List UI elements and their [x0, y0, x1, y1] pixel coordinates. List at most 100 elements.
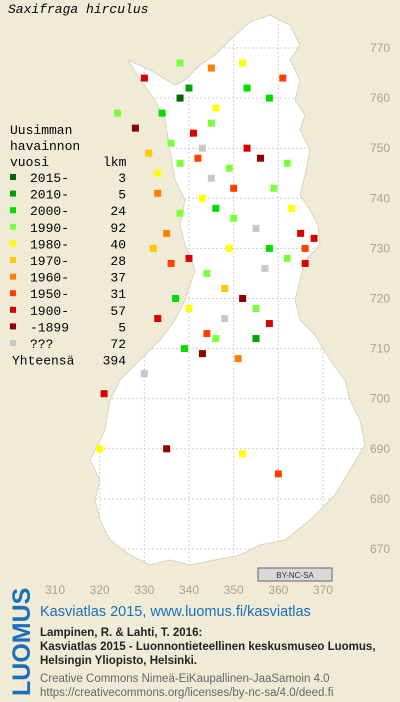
observation: [256, 154, 264, 162]
observation: [239, 295, 247, 302]
legend-heading: lkm: [103, 155, 127, 170]
observation: [265, 244, 273, 252]
legend-heading: Uusimman: [10, 123, 72, 138]
y-tick-label: 720: [370, 292, 390, 306]
x-tick-label: 350: [224, 583, 244, 597]
x-tick-label: 370: [313, 583, 333, 597]
legend-swatch: [10, 190, 16, 197]
observation: [185, 254, 193, 262]
legend-swatch: [10, 323, 16, 330]
y-tick-label: 730: [370, 241, 390, 255]
observation: [203, 269, 211, 277]
legend-count: 31: [110, 287, 126, 302]
legend-swatch: [10, 273, 16, 280]
license: Creative Commons Nimeä-EiKaupallinen-Jaa…: [40, 673, 330, 685]
total-label: Yhteensä: [12, 354, 75, 369]
observation: [283, 159, 291, 167]
total-count: 394: [103, 354, 127, 369]
logo: LUOMUS: [8, 588, 36, 696]
observation: [252, 305, 260, 313]
observation: [310, 234, 318, 242]
observation: [252, 335, 260, 343]
legend-count: 24: [110, 204, 126, 219]
species-title: Saxifraga hirculus: [8, 2, 148, 17]
x-tick-label: 320: [90, 583, 110, 597]
legend-count: 72: [110, 337, 126, 352]
x-tick-label: 340: [179, 583, 199, 597]
legend-swatch: [10, 223, 16, 230]
legend-label: 2000-: [30, 204, 69, 219]
legend-label: ???: [30, 337, 53, 352]
observation: [279, 74, 287, 82]
observation: [261, 264, 269, 272]
x-tick-label: 360: [268, 583, 288, 597]
observation: [252, 224, 260, 232]
x-tick-label: 310: [45, 583, 65, 597]
y-tick-label: 680: [370, 492, 390, 506]
observation: [207, 119, 215, 127]
observations: [96, 59, 318, 578]
observation: [243, 144, 251, 152]
observation: [283, 254, 291, 262]
observation: [221, 284, 229, 292]
legend-label: 1990-: [30, 221, 69, 236]
observation: [185, 305, 193, 313]
legend-swatch: [10, 340, 16, 346]
observation: [270, 184, 278, 192]
legend-label: 1980-: [30, 237, 69, 252]
observation: [131, 124, 139, 132]
observation: [207, 174, 215, 182]
observation: [158, 109, 166, 117]
observation: [167, 139, 175, 147]
x-tick-label: 330: [134, 583, 154, 597]
observation: [198, 144, 206, 152]
observation: [265, 320, 273, 328]
observation: [198, 350, 206, 358]
observation: [114, 109, 122, 117]
observation: [176, 59, 184, 67]
observation: [149, 244, 157, 252]
observation: [212, 335, 220, 343]
observation: [172, 295, 180, 302]
legend-swatch: [10, 257, 16, 263]
legend-label: 1900-: [30, 304, 69, 319]
observation: [145, 149, 153, 157]
legend-count: 5: [118, 188, 126, 203]
citation: Lampinen, R. & Lahti, T. 2016:: [40, 627, 202, 639]
observation: [185, 84, 193, 92]
observation: [203, 330, 211, 338]
legend-heading: vuosi: [10, 155, 49, 170]
observation: [221, 315, 229, 323]
observation: [194, 154, 202, 162]
y-tick-label: 710: [370, 342, 390, 356]
observation: [207, 64, 215, 72]
observation: [243, 84, 251, 92]
y-tick-label: 700: [370, 392, 390, 406]
legend-label: 1970-: [30, 254, 69, 269]
observation: [96, 445, 104, 453]
y-tick-label: 760: [370, 91, 390, 105]
observation: [230, 184, 238, 192]
axis-labels: 310 320 330 340 350 360 3706706806907007107207…: [45, 41, 390, 597]
legend-swatch: [10, 207, 16, 214]
legend-count: 37: [110, 271, 126, 286]
observation: [297, 229, 305, 237]
observation: [198, 194, 206, 202]
legend-count: 57: [110, 304, 126, 319]
observation: [234, 355, 242, 363]
legend-count: 40: [110, 237, 126, 252]
license: https://creativecommons.org/licenses/by-…: [40, 687, 333, 699]
observation: [154, 315, 162, 323]
observation: [230, 214, 238, 222]
legend-label: 1960-: [30, 271, 69, 286]
legend-heading: havainnon: [10, 139, 80, 154]
legend-swatch: [10, 306, 16, 313]
legend-count: 3: [118, 171, 126, 186]
legend-count: 28: [110, 254, 126, 269]
observation: [301, 259, 309, 267]
observation: [167, 259, 175, 267]
legend-label: -1899: [30, 320, 69, 335]
observation: [140, 370, 148, 378]
